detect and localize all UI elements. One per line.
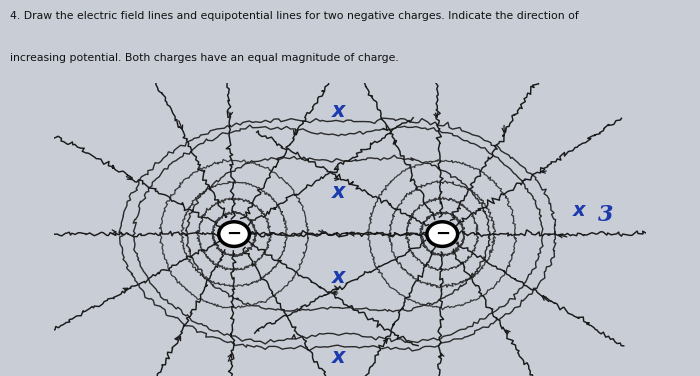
Text: −: − [435,225,450,243]
Ellipse shape [218,222,249,246]
Text: x: x [331,101,345,121]
Ellipse shape [427,222,458,246]
Text: x: x [573,201,586,220]
Text: x: x [331,267,345,287]
Text: 3: 3 [598,204,613,226]
Text: 4. Draw the electric field lines and equipotential lines for two negative charge: 4. Draw the electric field lines and equ… [10,11,580,21]
Text: −: − [227,225,242,243]
Text: x: x [331,182,345,202]
Text: x: x [331,347,345,367]
Text: increasing potential. Both charges have an equal magnitude of charge.: increasing potential. Both charges have … [10,53,399,63]
